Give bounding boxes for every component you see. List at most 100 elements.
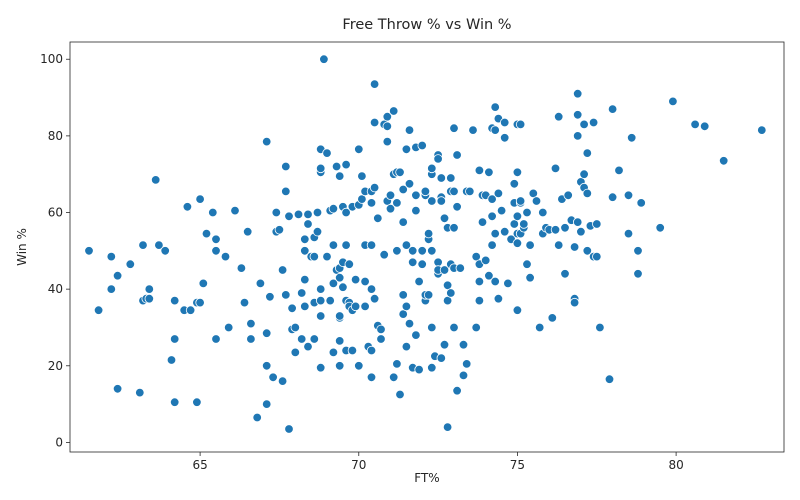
y-tick-label: 20 [48,359,63,373]
data-point [265,292,275,302]
data-point [573,110,583,120]
data-point [554,240,564,250]
data-point [515,196,526,206]
y-tick-label: 60 [48,206,63,220]
data-point [379,249,389,260]
data-point [531,196,542,206]
data-point [154,240,164,250]
data-point [290,322,301,333]
data-point [579,119,589,130]
data-point [487,240,497,250]
data-point [458,340,469,350]
data-point [452,386,462,396]
data-point [719,156,729,166]
data-point [300,274,310,285]
data-point [449,223,459,233]
data-point [427,363,437,373]
data-point [423,228,434,239]
y-axis-label: Win % [15,228,29,266]
data-point [420,186,431,197]
x-axis: 65 70 75 80 [192,452,684,472]
data-point [500,117,510,128]
data-point [500,226,510,237]
data-point [360,301,370,312]
data-point [93,305,104,315]
data-point [198,278,209,289]
data-point [300,301,310,312]
data-point [417,246,427,256]
data-point [525,273,535,283]
data-point [185,305,196,315]
data-point [595,322,605,333]
data-point [160,246,170,256]
data-point [512,305,523,315]
data-point [223,322,234,333]
data-point [423,290,434,300]
data-point [462,359,472,369]
data-point [401,144,412,155]
data-point [242,226,253,237]
data-point [582,246,593,256]
data-point [401,341,412,352]
data-point [328,347,339,358]
data-point [125,259,136,269]
data-point [436,353,447,363]
data-point [169,295,180,306]
data-point [354,144,364,155]
data-point [201,228,212,239]
data-point [84,246,94,256]
data-point [474,295,485,306]
data-point [281,186,291,197]
data-point [230,205,240,216]
data-point [252,412,262,423]
data-point [563,190,573,201]
data-point [487,211,497,222]
data-point [284,424,294,434]
data-point [474,165,485,176]
data-point [303,209,313,220]
y-tick-label: 40 [48,282,63,296]
data-point [211,246,221,256]
data-point [297,334,307,344]
data-point [690,119,700,130]
data-point [446,173,456,183]
data-point [484,167,494,178]
data-point [316,163,326,174]
data-point [366,284,377,294]
data-point [439,213,450,224]
x-tick-label: 75 [510,458,525,472]
data-point [112,384,123,394]
data-points [84,54,767,434]
data-point [382,111,393,122]
data-point [493,294,504,304]
data-point [414,364,424,375]
data-point [389,106,399,116]
data-point [490,125,500,135]
data-point [335,273,345,283]
data-point [427,246,437,256]
data-point [433,154,443,164]
data-point [335,336,345,346]
data-point [341,240,351,250]
data-point [169,334,180,344]
data-point [525,240,535,250]
data-point [490,102,500,112]
data-point [439,265,450,275]
data-point [569,297,580,308]
chart-title: Free Throw % vs Win % [342,17,511,33]
data-point [182,202,193,212]
data-point [135,387,145,398]
data-point [303,219,313,229]
data-point [271,207,282,218]
data-point [344,259,355,269]
data-point [452,150,462,160]
data-point [220,251,231,262]
data-point [535,322,545,333]
data-point [262,399,272,409]
data-point [404,125,415,135]
data-point [338,282,348,292]
data-point [106,251,117,262]
data-point [515,119,526,130]
data-point [395,389,405,400]
